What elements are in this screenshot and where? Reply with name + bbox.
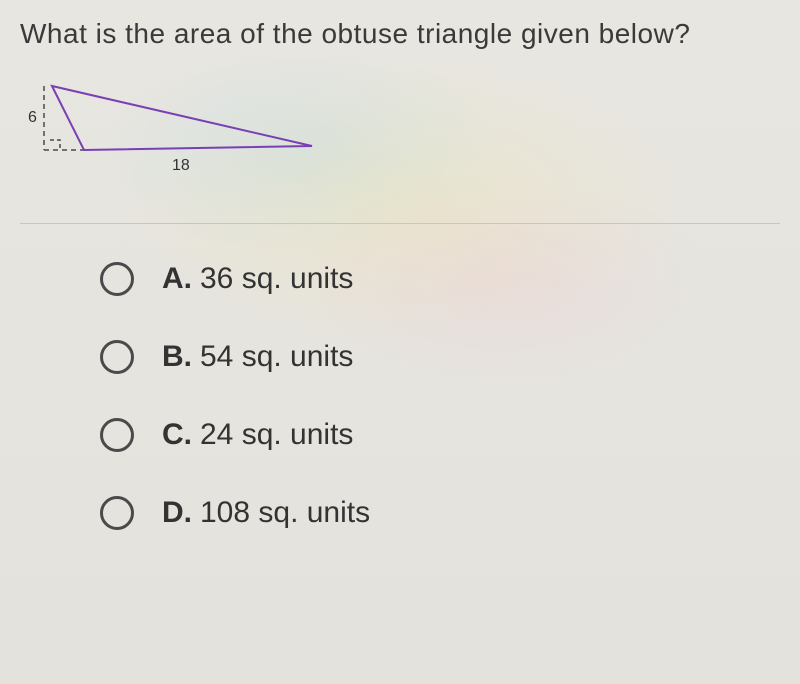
option-text: 54 sq. units xyxy=(200,340,353,373)
option-label: B.54 sq. units xyxy=(162,340,353,374)
right-angle-marker xyxy=(50,140,60,150)
option-text: 108 sq. units xyxy=(200,496,370,529)
option-text: 36 sq. units xyxy=(200,262,353,295)
base-label: 18 xyxy=(172,157,190,174)
question-text: What is the area of the obtuse triangle … xyxy=(20,18,780,50)
option-label: A.36 sq. units xyxy=(162,262,353,296)
height-label: 6 xyxy=(28,109,37,126)
option-letter: B. xyxy=(162,340,192,373)
options-group: A.36 sq. units B.54 sq. units C.24 sq. u… xyxy=(20,262,780,530)
obtuse-triangle xyxy=(52,86,312,150)
option-label: C.24 sq. units xyxy=(162,418,353,452)
radio-icon xyxy=(100,262,134,296)
option-a[interactable]: A.36 sq. units xyxy=(100,262,780,296)
option-letter: D. xyxy=(162,496,192,529)
option-text: 24 sq. units xyxy=(200,418,353,451)
triangle-figure: 6 18 xyxy=(22,78,780,183)
option-d[interactable]: D.108 sq. units xyxy=(100,496,780,530)
option-label: D.108 sq. units xyxy=(162,496,370,530)
option-letter: C. xyxy=(162,418,192,451)
option-c[interactable]: C.24 sq. units xyxy=(100,418,780,452)
radio-icon xyxy=(100,496,134,530)
radio-icon xyxy=(100,418,134,452)
quiz-page: What is the area of the obtuse triangle … xyxy=(0,0,800,684)
option-letter: A. xyxy=(162,262,192,295)
option-b[interactable]: B.54 sq. units xyxy=(100,340,780,374)
divider xyxy=(20,223,780,224)
radio-icon xyxy=(100,340,134,374)
triangle-svg: 6 18 xyxy=(22,78,332,178)
